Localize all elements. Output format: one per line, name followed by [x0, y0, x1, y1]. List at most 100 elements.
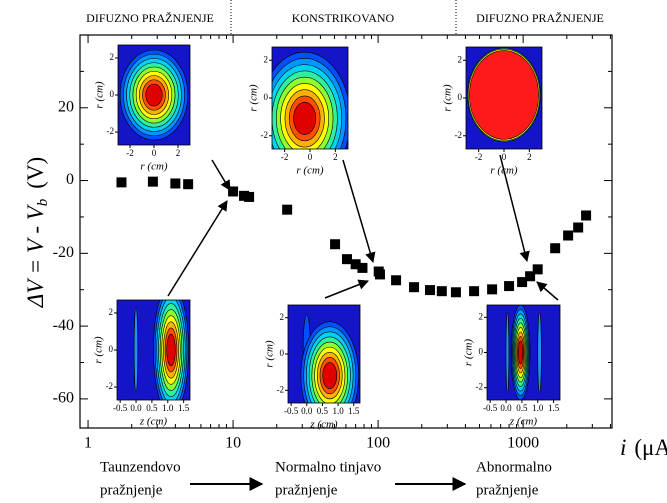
- data-point: [170, 178, 181, 189]
- inset-x-tick-label: 2: [333, 152, 338, 162]
- inset-x-tick-label: 0: [152, 148, 157, 158]
- inset-x-tick-label: 0.5: [317, 406, 329, 416]
- contour-map: [288, 305, 360, 403]
- contour-level: [293, 101, 317, 135]
- contour-level: [505, 312, 510, 393]
- inset-x-tick-label: -2: [281, 152, 289, 162]
- contour-level: [537, 312, 542, 393]
- inset-x-tick-label: -0.5: [113, 403, 128, 413]
- inset-y-label: r (cm): [94, 81, 106, 109]
- data-point: [330, 239, 341, 250]
- stage-label: Abnormalno: [476, 459, 552, 475]
- pointer-arrow: [324, 279, 369, 299]
- x-label-unit: (μA): [634, 435, 667, 460]
- inset-y-tick-label: 0: [109, 344, 114, 354]
- x-axis-label: i (μA): [620, 435, 667, 460]
- pointer-arrow: [499, 154, 530, 263]
- region-label: DIFUZNO PRAŽNJENJE: [86, 11, 214, 25]
- pointer-arrow: [211, 159, 231, 191]
- inset-y-tick-label: 0: [280, 348, 285, 358]
- inset-y-tick-label: 0: [479, 347, 484, 357]
- inset-y-label: r (cm): [442, 84, 454, 112]
- contour-map: [117, 300, 190, 400]
- inset-y-tick-label: 2: [109, 307, 114, 317]
- stage-label: pražnjenje: [476, 482, 539, 498]
- inset-x-tick-label: 1.5: [348, 406, 360, 416]
- data-point: [374, 269, 385, 280]
- y-label-text: ΔV = V - V: [23, 203, 48, 308]
- x-tick-label: 100: [366, 435, 390, 452]
- inset-x-label: z (cm): [509, 416, 538, 428]
- data-point: [147, 176, 158, 187]
- data-point: [116, 177, 127, 188]
- x-tick-label: 1000: [507, 435, 539, 452]
- data-point: [425, 285, 436, 296]
- inset-x-label: z (cm): [309, 419, 338, 431]
- data-point: [239, 190, 250, 201]
- inset-x-tick-label: 0: [502, 152, 507, 162]
- inset-x-tick-label: 2: [176, 148, 181, 158]
- contour-level: [145, 83, 163, 107]
- inset-x-tick-label: 1.0: [332, 406, 344, 416]
- y-label-sub: b: [35, 198, 51, 206]
- inset-x-tick-label: -2: [475, 152, 483, 162]
- inset-x-tick-label: 0.5: [516, 403, 528, 413]
- inset-y-tick-label: 2: [458, 54, 463, 64]
- data-point: [282, 204, 293, 215]
- stage-label: Taunzendovo: [100, 459, 181, 475]
- inset-x-tick-label: 0.0: [130, 403, 142, 413]
- inset-x-label: r (cm): [296, 165, 324, 177]
- contour-level: [322, 362, 338, 390]
- inset-x-tick-label: 0: [308, 152, 313, 162]
- y-tick-label: 20: [58, 98, 74, 115]
- data-point: [409, 282, 420, 293]
- data-point: [436, 286, 447, 297]
- inset: -0.5 0.0 0.5 1.0 1.5 -2 0 2 z (cm) r (cm): [264, 304, 361, 431]
- data-point: [550, 243, 561, 254]
- y-tick-label: 0: [66, 171, 74, 188]
- inset-y-label: r (cm): [463, 339, 475, 367]
- y-label-unit: (V): [23, 157, 48, 189]
- contour-map: [466, 47, 542, 149]
- inset-y-tick-label: 2: [479, 311, 484, 321]
- inset-y-tick-label: -2: [476, 382, 484, 392]
- contour-map: [118, 45, 190, 145]
- inset-y-tick-label: -2: [107, 126, 115, 136]
- x-tick-label: 10: [225, 435, 241, 452]
- data-point: [357, 262, 368, 273]
- inset-x-tick-label: -0.5: [284, 406, 299, 416]
- inset-y-tick-label: -2: [277, 384, 285, 394]
- region-label: KONSTRIKOVANO: [292, 11, 395, 25]
- region-label: DIFUZNO PRAŽNJENJE: [476, 11, 604, 25]
- inset-x-label: z (cm): [139, 416, 168, 428]
- inset-y-label: r (cm): [264, 340, 276, 368]
- inset-y-label: r (cm): [93, 336, 105, 364]
- data-point: [469, 286, 480, 297]
- y-tick-label: -20: [53, 244, 74, 261]
- stage-label: pražnjenje: [100, 482, 163, 498]
- data-point: [391, 275, 402, 286]
- inset-y-tick-label: 0: [110, 89, 115, 99]
- data-point: [573, 222, 584, 233]
- stage-label: pražnjenje: [275, 482, 338, 498]
- contour-map: [487, 305, 560, 400]
- inset-x-tick-label: 0.0: [301, 406, 313, 416]
- inset-y-tick-label: 0: [264, 92, 269, 102]
- x-label-symbol: i: [620, 435, 626, 460]
- inset-y-tick-label: 2: [280, 312, 285, 322]
- data-point: [517, 277, 528, 288]
- inset-x-tick-label: -0.5: [483, 403, 498, 413]
- data-point: [341, 254, 352, 265]
- contour-level: [133, 307, 139, 393]
- contour-level: [166, 333, 176, 367]
- inset-x-label: r (cm): [140, 161, 168, 173]
- inset-y-tick-label: 2: [110, 52, 115, 62]
- data-point: [525, 271, 536, 282]
- inset-x-tick-label: 0.0: [500, 403, 512, 413]
- inset-y-label: r (cm): [248, 84, 260, 112]
